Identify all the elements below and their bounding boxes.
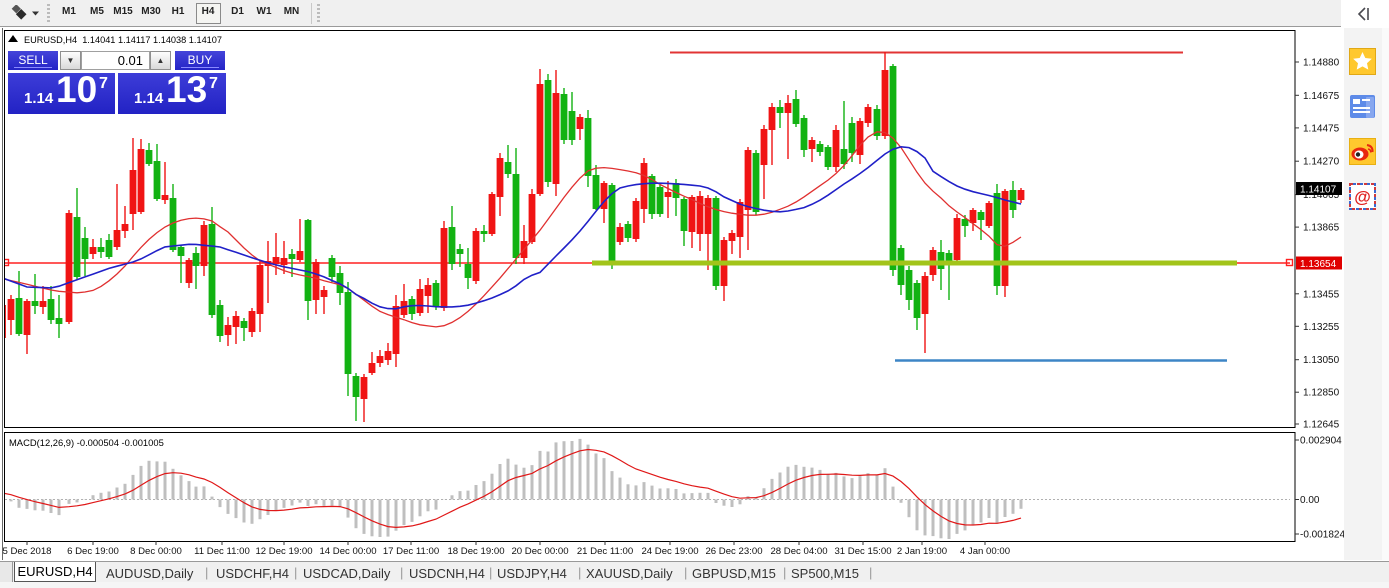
svg-text:6 Dec 19:00: 6 Dec 19:00 (67, 546, 119, 557)
svg-text:1.13654: 1.13654 (1300, 259, 1337, 270)
svg-text:0.002904: 0.002904 (1300, 436, 1342, 447)
svg-text:MACD(12,26,9) -0.000504 -0.001: MACD(12,26,9) -0.000504 -0.001005 (9, 437, 164, 448)
svg-text:21 Dec 11:00: 21 Dec 11:00 (577, 546, 633, 557)
svg-text:4 Jan 00:00: 4 Jan 00:00 (960, 546, 1010, 557)
svg-text:18 Dec 19:00: 18 Dec 19:00 (447, 546, 504, 557)
svg-text:20 Dec 00:00: 20 Dec 00:00 (511, 546, 568, 557)
svg-text:EURUSD,H4 1.14041 1.14117 1.1: EURUSD,H4 1.14041 1.14117 1.14038 1.1410… (24, 35, 222, 45)
svg-text:26 Dec 23:00: 26 Dec 23:00 (705, 546, 762, 557)
svg-text:2 Jan 19:00: 2 Jan 19:00 (897, 546, 947, 557)
svg-text:17 Dec 11:00: 17 Dec 11:00 (383, 546, 439, 557)
svg-text:24 Dec 19:00: 24 Dec 19:00 (641, 546, 698, 557)
svg-text:1.14880: 1.14880 (1303, 58, 1340, 69)
svg-text:5 Dec 2018: 5 Dec 2018 (2, 546, 51, 557)
svg-text:1.13455: 1.13455 (1303, 289, 1340, 300)
svg-text:1.14107: 1.14107 (1300, 185, 1337, 196)
svg-text:1.12645: 1.12645 (1303, 420, 1340, 431)
svg-text:1.13865: 1.13865 (1303, 223, 1340, 234)
svg-text:28 Dec 04:00: 28 Dec 04:00 (770, 546, 827, 557)
svg-text:11 Dec 11:00: 11 Dec 11:00 (194, 546, 250, 557)
svg-text:1.13050: 1.13050 (1303, 355, 1340, 366)
svg-text:8 Dec 00:00: 8 Dec 00:00 (130, 546, 182, 557)
svg-text:1.14675: 1.14675 (1303, 91, 1340, 102)
svg-text:1.12850: 1.12850 (1303, 388, 1340, 399)
svg-text:12 Dec 19:00: 12 Dec 19:00 (255, 546, 312, 557)
svg-text:1.14270: 1.14270 (1303, 157, 1340, 168)
svg-text:31 Dec 15:00: 31 Dec 15:00 (834, 546, 891, 557)
svg-text:1.14475: 1.14475 (1303, 123, 1340, 134)
svg-text:0.00: 0.00 (1300, 495, 1320, 506)
svg-text:1.14065: 1.14065 (1303, 190, 1340, 201)
svg-text:@: @ (1354, 188, 1371, 207)
svg-text:14 Dec 00:00: 14 Dec 00:00 (319, 546, 376, 557)
svg-text:-0.001824: -0.001824 (1300, 530, 1345, 541)
svg-text:1.13255: 1.13255 (1303, 322, 1340, 333)
